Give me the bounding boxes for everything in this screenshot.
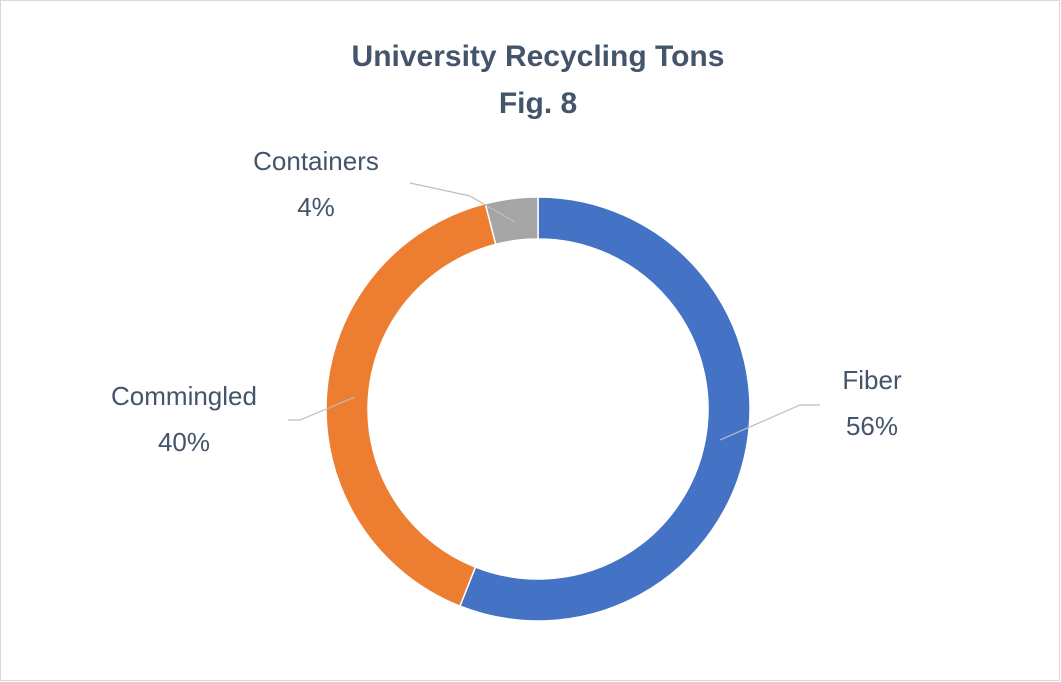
leader-line: [719, 404, 820, 441]
leader-line: [409, 182, 516, 223]
value-label: 40%: [158, 427, 210, 457]
category-label: Commingled: [111, 381, 257, 411]
value-label: 4%: [297, 192, 335, 222]
category-label: Fiber: [842, 365, 902, 395]
chart-subtitle: Fig. 8: [499, 87, 577, 120]
chart-title: University Recycling Tons: [352, 40, 725, 73]
donut-slice: [458, 196, 751, 622]
leader-line: [288, 396, 356, 421]
category-label: Containers: [253, 146, 379, 176]
value-label: 56%: [846, 411, 898, 441]
